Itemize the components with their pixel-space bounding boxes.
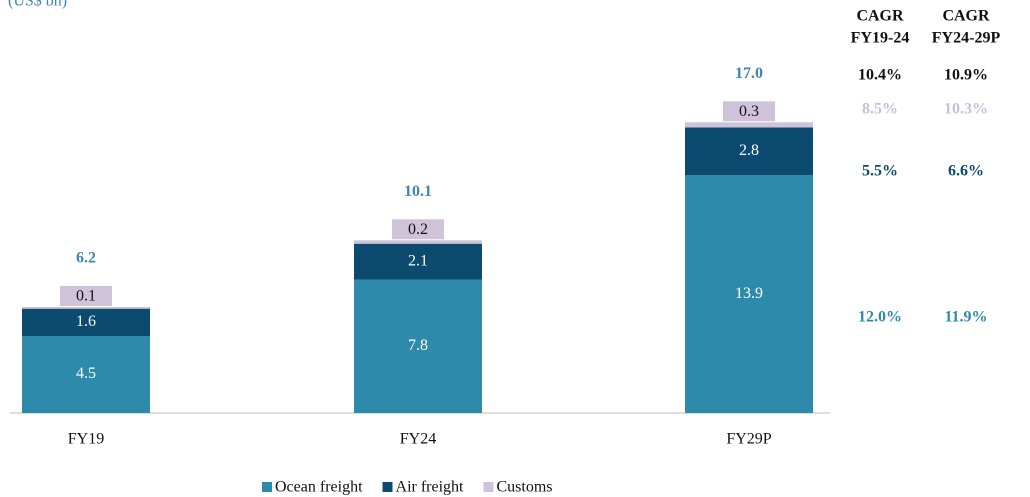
legend-label: Ocean freight bbox=[275, 479, 363, 496]
cagr-header: FY24-29P bbox=[932, 30, 1001, 47]
cagr-value: 5.5% bbox=[862, 163, 898, 180]
cagr-value: 11.9% bbox=[944, 309, 987, 326]
bar-segment bbox=[685, 127, 813, 176]
bar-segment bbox=[22, 336, 150, 413]
value-label: 2.8 bbox=[739, 142, 759, 159]
x-tick-label: FY19 bbox=[68, 431, 104, 448]
cagr-header: CAGR bbox=[856, 8, 904, 25]
legend-swatch bbox=[483, 482, 494, 492]
bar-segment bbox=[22, 306, 150, 309]
bar-segment bbox=[354, 243, 482, 280]
bar-segment bbox=[354, 240, 482, 244]
cagr-value: 8.5% bbox=[862, 101, 898, 118]
label-box bbox=[392, 219, 444, 240]
legend-swatch bbox=[382, 482, 393, 492]
bar-segment bbox=[685, 175, 813, 413]
cagr-value: 10.4% bbox=[858, 67, 902, 84]
subtitle: (US$ bn) bbox=[8, 0, 67, 10]
legend-label: Air freight bbox=[396, 479, 465, 496]
label-box bbox=[723, 101, 775, 122]
cagr-header: FY19-24 bbox=[851, 30, 910, 47]
value-label: 7.8 bbox=[408, 337, 428, 354]
value-label: 13.9 bbox=[735, 285, 763, 302]
legend-label: Customs bbox=[497, 479, 553, 496]
value-label: 1.6 bbox=[76, 313, 96, 330]
total-label: 10.1 bbox=[404, 183, 432, 200]
cagr-value: 10.3% bbox=[944, 101, 988, 118]
total-label: 17.0 bbox=[735, 65, 763, 82]
bar-segment bbox=[22, 308, 150, 337]
bar-segment bbox=[354, 279, 482, 413]
cagr-header: CAGR bbox=[942, 8, 990, 25]
cagr-value: 6.6% bbox=[948, 163, 984, 180]
value-label: 0.1 bbox=[76, 288, 96, 305]
cagr-value: 10.9% bbox=[944, 67, 988, 84]
x-tick-label: FY29P bbox=[726, 431, 771, 448]
value-label: 4.5 bbox=[76, 365, 96, 382]
value-label: 0.3 bbox=[739, 103, 759, 120]
label-box bbox=[60, 285, 112, 306]
legend-swatch bbox=[262, 482, 272, 492]
x-tick-label: FY24 bbox=[400, 431, 436, 448]
value-label: 0.2 bbox=[408, 221, 428, 238]
cagr-value: 12.0% bbox=[858, 309, 902, 326]
value-label: 2.1 bbox=[408, 252, 428, 269]
total-label: 6.2 bbox=[76, 250, 96, 267]
bar-segment bbox=[685, 122, 813, 128]
